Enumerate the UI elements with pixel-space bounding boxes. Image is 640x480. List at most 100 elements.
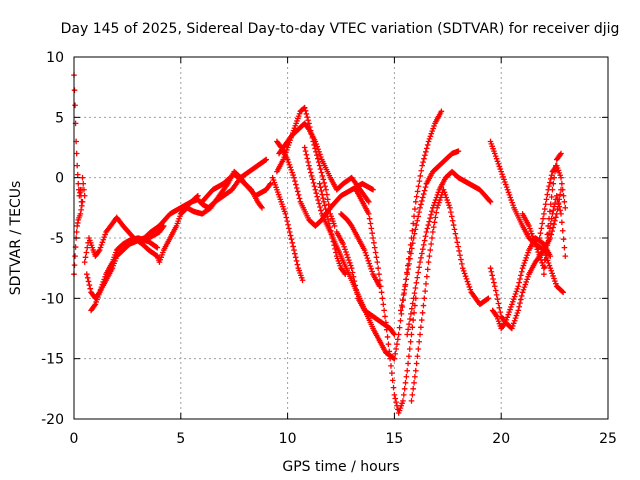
data-point xyxy=(405,326,411,333)
data-point xyxy=(427,215,433,221)
data-point xyxy=(421,295,428,302)
data-point xyxy=(324,191,330,198)
data-point xyxy=(512,315,519,321)
data-series xyxy=(408,186,492,404)
data-point xyxy=(532,241,539,247)
data-point xyxy=(556,203,563,210)
data-point xyxy=(502,181,509,188)
data-point xyxy=(423,281,429,287)
data-point xyxy=(321,180,328,186)
data-point xyxy=(101,276,108,283)
data-point xyxy=(367,220,374,227)
data-point xyxy=(547,225,553,232)
data-point xyxy=(398,302,405,309)
data-point xyxy=(380,301,387,308)
data-point xyxy=(534,246,541,253)
data-point xyxy=(420,302,427,309)
data-point xyxy=(370,235,376,241)
data-point xyxy=(98,284,105,290)
data-point xyxy=(499,171,505,178)
data-point xyxy=(520,286,527,293)
data-point xyxy=(416,209,422,215)
data-point xyxy=(422,288,428,294)
data-point xyxy=(322,183,328,190)
data-point xyxy=(369,268,375,275)
data-point xyxy=(301,144,308,151)
data-point xyxy=(317,166,324,172)
data-point xyxy=(389,377,396,384)
data-point xyxy=(320,195,326,201)
data-point xyxy=(420,242,427,248)
data-point xyxy=(509,325,515,332)
y-tick-label: 5 xyxy=(55,110,64,126)
data-point xyxy=(80,180,87,187)
data-point xyxy=(354,291,360,297)
data-point xyxy=(348,265,355,271)
data-point xyxy=(522,257,529,264)
data-point xyxy=(545,186,551,193)
data-point xyxy=(371,240,377,246)
data-series xyxy=(333,229,398,338)
data-point xyxy=(548,215,555,222)
data-point xyxy=(411,290,418,296)
data-point xyxy=(550,273,556,279)
data-point xyxy=(304,114,311,120)
data-point xyxy=(410,235,417,241)
data-point xyxy=(304,155,311,162)
data-point xyxy=(423,149,429,155)
data-point xyxy=(290,172,296,178)
data-point xyxy=(431,123,437,129)
data-point xyxy=(153,244,160,250)
data-point xyxy=(352,282,359,289)
data-point xyxy=(418,317,425,323)
data-point xyxy=(553,280,559,287)
data-series xyxy=(398,148,462,314)
data-point xyxy=(285,159,292,165)
data-point xyxy=(504,314,511,321)
y-tick-label: -5 xyxy=(50,231,64,247)
data-point xyxy=(84,275,91,281)
data-point xyxy=(71,87,78,93)
data-point xyxy=(386,348,393,355)
data-point xyxy=(78,207,84,213)
data-point xyxy=(460,268,467,274)
data-point xyxy=(417,173,424,179)
data-point xyxy=(288,236,295,243)
data-point xyxy=(366,260,373,267)
data-point xyxy=(368,266,374,272)
data-point xyxy=(531,238,538,245)
data-point xyxy=(410,220,416,227)
data-point xyxy=(292,254,299,261)
data-point xyxy=(409,324,416,331)
data-point xyxy=(409,392,416,398)
data-point xyxy=(79,203,85,209)
data-point xyxy=(413,222,420,228)
data-point xyxy=(375,265,381,271)
data-point xyxy=(547,176,554,182)
data-point xyxy=(498,168,504,175)
data-point xyxy=(324,196,331,203)
data-point xyxy=(290,243,296,250)
data-point xyxy=(424,142,431,148)
data-point xyxy=(311,183,318,190)
data-point xyxy=(559,227,566,234)
data-point xyxy=(331,223,338,229)
data-point xyxy=(510,320,517,327)
data-point xyxy=(448,209,454,215)
data-point xyxy=(424,225,431,232)
data-point xyxy=(328,231,335,238)
data-point xyxy=(286,161,293,168)
data-point xyxy=(510,202,516,209)
data-point xyxy=(467,286,474,293)
x-tick-label: 15 xyxy=(385,431,403,447)
axis-ticks: 0 5 10 15 20 25 -20 -15 -10 -5 0 5 10 xyxy=(41,50,617,447)
data-point xyxy=(541,206,548,212)
data-point xyxy=(423,145,430,152)
data-point xyxy=(517,276,523,282)
data-point xyxy=(523,279,530,285)
data-point xyxy=(368,225,375,232)
data-point xyxy=(494,158,501,165)
data-point xyxy=(294,261,301,268)
data-point xyxy=(497,309,504,315)
data-point xyxy=(552,217,558,224)
